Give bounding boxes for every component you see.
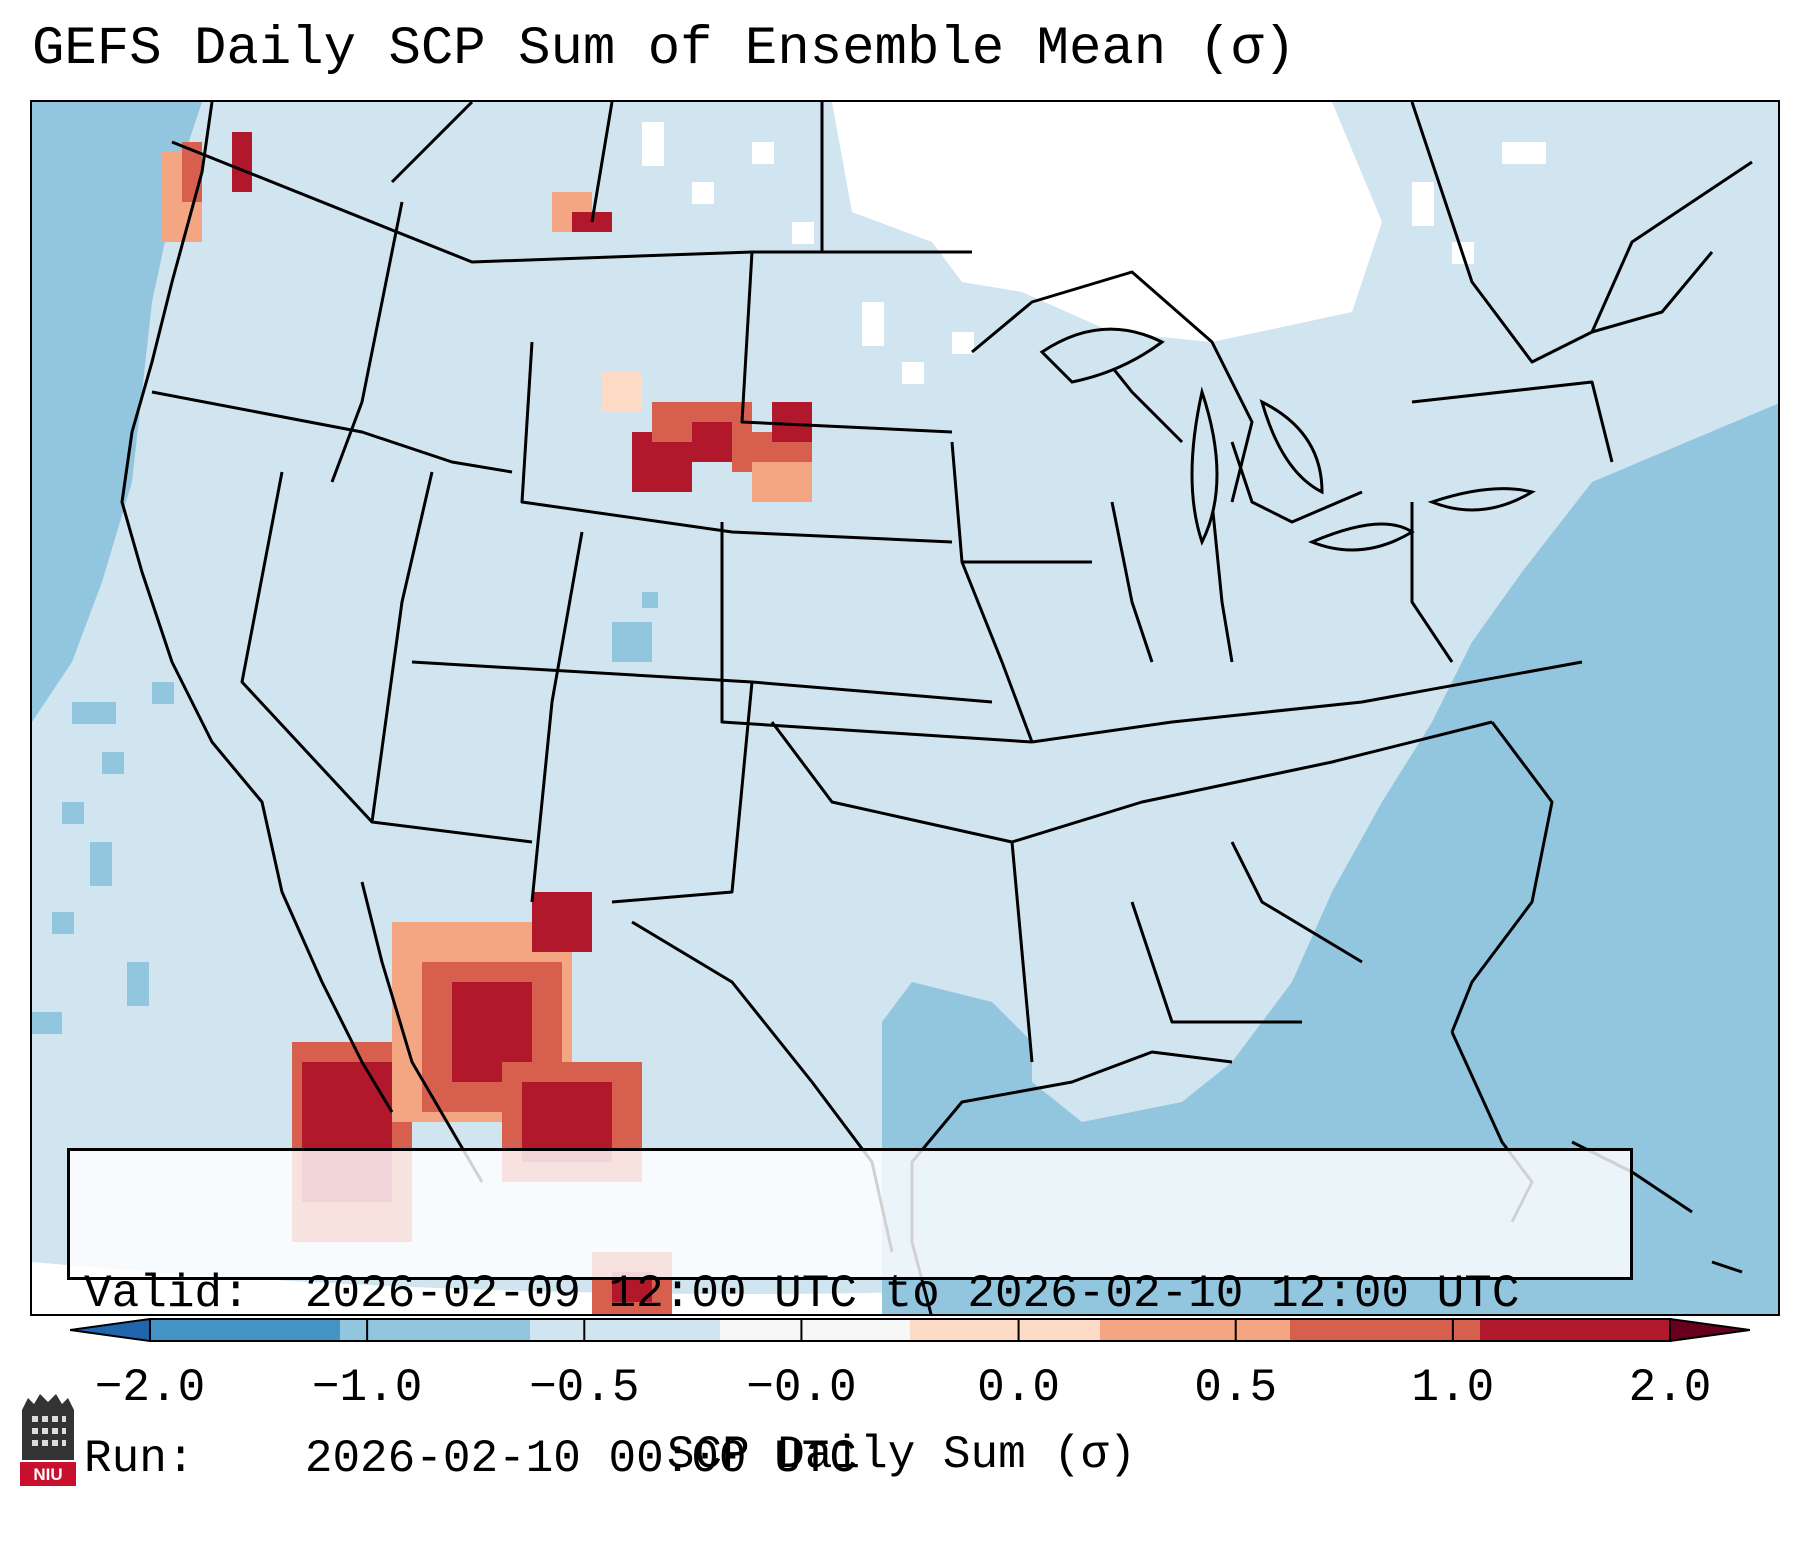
colorbar-segment [1100,1319,1290,1341]
colorbar-tick-label: 0.5 [1194,1362,1278,1414]
atlantic-gulf-ocean [882,403,1778,1314]
run-row: Run: 2026-02-10 00:00 UTC [84,1432,1630,1487]
great-lakes [1039,327,1536,552]
colorbar [70,1318,1750,1342]
colorbar-segment [530,1319,720,1341]
canada-neutral [832,102,1382,342]
map-panel [30,100,1780,1316]
colorbar-segments [150,1319,1670,1341]
colorbar-tick-label: 0.0 [977,1362,1060,1414]
scp-hotspots [162,132,812,1314]
colorbar-segment [720,1319,910,1341]
logo-text: NIU [33,1465,62,1484]
colorbar-tick-label: −0.0 [746,1362,857,1414]
colorbar-segment [150,1319,340,1341]
colorbar-tick-label: 2.0 [1628,1362,1712,1414]
pacific-speckles [32,682,174,1034]
info-box: Valid: 2026-02-09 12:00 UTC to 2026-02-1… [67,1148,1633,1485]
run-value: 2026-02-10 00:00 UTC [304,1433,857,1485]
map-canvas [32,102,1778,1314]
colorbar-extend-high [1669,1318,1750,1342]
borders [120,102,1753,1314]
valid-row: Valid: 2026-02-09 12:00 UTC to 2026-02-1… [84,1267,1630,1322]
colorbar-segment [1290,1319,1480,1341]
colorbar-tick-label: −1.0 [311,1362,423,1414]
colorbar-tick-label: 1.0 [1411,1362,1495,1414]
valid-label: Valid: [84,1268,250,1320]
run-label: Run: [84,1433,195,1485]
canada-speckles [642,122,1546,384]
valid-value: 2026-02-09 12:00 UTC to 2026-02-10 12:00… [304,1268,1520,1320]
colorbar-segment [340,1319,530,1341]
map-title: GEFS Daily SCP Sum of Ensemble Mean (σ) [32,19,1296,80]
colorbar-segment [1480,1319,1670,1341]
colorbar-ticks [149,1319,1671,1341]
colorbar-tick-label: −2.0 [94,1362,206,1414]
colorbar-tick-label: −0.5 [529,1362,640,1414]
colorbar-extend-low [70,1318,151,1342]
colorbar-segment [910,1319,1100,1341]
niu-logo-icon: NIU [20,1394,76,1486]
pacific-ocean [32,102,202,722]
colorbar-label: SCP Daily Sum (σ) [666,1429,1137,1481]
